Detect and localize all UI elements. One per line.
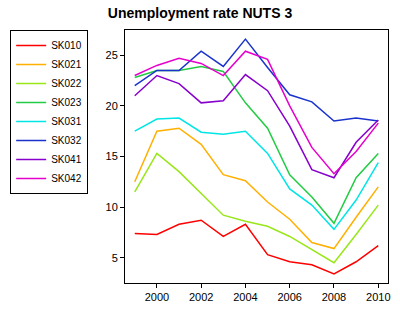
svg-text:2006: 2006 (277, 291, 301, 303)
svg-text:SK021: SK021 (51, 59, 81, 70)
svg-text:SK032: SK032 (51, 135, 81, 146)
svg-text:Unemployment rate NUTS 3: Unemployment rate NUTS 3 (108, 5, 293, 21)
svg-text:25: 25 (106, 49, 118, 61)
svg-text:SK010: SK010 (51, 40, 81, 51)
svg-text:SK022: SK022 (51, 78, 81, 89)
svg-text:5: 5 (112, 252, 118, 264)
svg-text:2008: 2008 (322, 291, 346, 303)
svg-text:10: 10 (106, 201, 118, 213)
svg-text:2004: 2004 (233, 291, 257, 303)
svg-text:SK041: SK041 (51, 154, 81, 165)
svg-text:SK023: SK023 (51, 97, 81, 108)
svg-text:20: 20 (106, 100, 118, 112)
svg-text:SK031: SK031 (51, 116, 81, 127)
svg-text:2010: 2010 (366, 291, 390, 303)
svg-text:2000: 2000 (145, 291, 169, 303)
svg-text:SK042: SK042 (51, 173, 81, 184)
svg-text:15: 15 (106, 150, 118, 162)
svg-text:2002: 2002 (189, 291, 213, 303)
